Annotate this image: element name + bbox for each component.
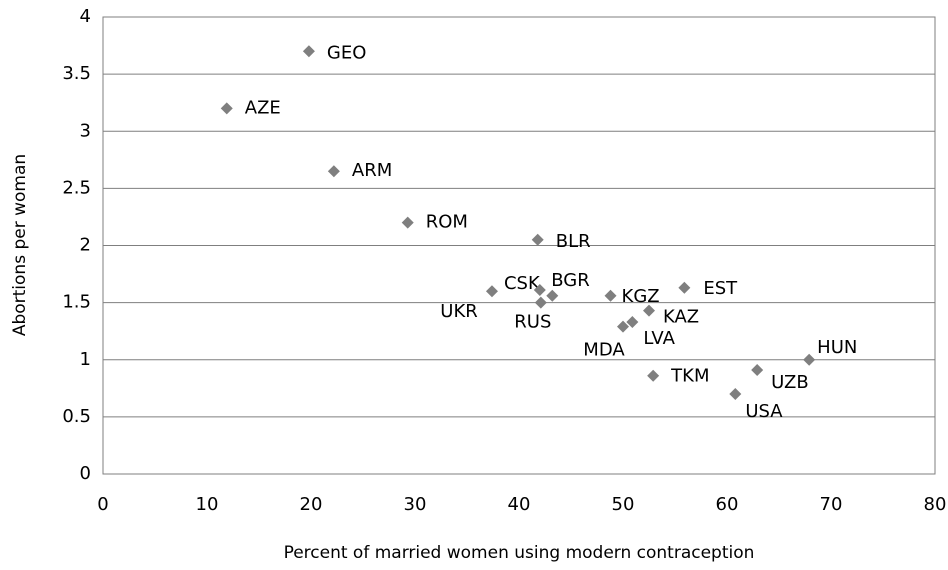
point-label: MDA [583, 340, 625, 361]
point-label: UKR [440, 301, 478, 322]
point-label: KAZ [663, 307, 699, 328]
point-label: ROM [426, 212, 468, 233]
y-tick-label: 1.5 [62, 292, 91, 313]
point-label: KGZ [622, 286, 660, 307]
y-tick-label: 2.5 [62, 177, 91, 198]
y-tick-label: 0.5 [62, 406, 91, 427]
x-axis-label: Percent of married women using modern co… [284, 543, 755, 563]
marker [647, 369, 660, 382]
marker [604, 289, 617, 302]
marker [220, 102, 233, 115]
marker [751, 364, 764, 377]
point-label: BGR [551, 270, 590, 291]
point-label: UZB [771, 372, 809, 393]
marker [302, 45, 315, 58]
point-label: RUS [514, 312, 551, 333]
point-label: GEO [327, 42, 367, 63]
marker [533, 284, 546, 297]
marker [617, 320, 629, 333]
x-tick-label: 60 [716, 494, 739, 515]
x-tick-label: 0 [97, 494, 108, 515]
marker [678, 281, 691, 294]
marker [626, 316, 639, 329]
x-tick-label: 40 [508, 494, 531, 515]
marker [534, 296, 547, 309]
marker [531, 233, 544, 246]
x-tick-label: 70 [820, 494, 843, 515]
point-label: BLR [556, 231, 591, 252]
x-tick-label: 30 [404, 494, 427, 515]
point-label: EST [703, 278, 738, 299]
y-tick-label: 2 [80, 235, 91, 256]
marker [643, 304, 655, 317]
y-axis-label: Abortions per woman [10, 154, 30, 336]
y-tick-label: 0 [80, 463, 91, 484]
point-label: TKM [670, 366, 709, 387]
y-tick-label: 3 [80, 120, 91, 141]
x-tick-label: 20 [300, 494, 323, 515]
y-tick-label: 3.5 [62, 63, 91, 84]
point-label: HUN [817, 337, 857, 358]
marker [327, 165, 340, 178]
y-tick-label: 1 [80, 349, 91, 370]
point-label: LVA [643, 328, 675, 349]
x-tick-label: 80 [924, 494, 947, 515]
point-label: AZE [245, 97, 281, 118]
point-label: USA [745, 401, 783, 422]
point-label: ARM [352, 160, 392, 181]
marker [803, 353, 816, 366]
marker [401, 216, 414, 229]
point-label: CSK [504, 273, 541, 294]
marker [485, 285, 498, 298]
x-tick-label: 10 [196, 494, 219, 515]
y-tick-label: 4 [80, 6, 91, 27]
marker [729, 388, 742, 401]
marker [546, 289, 559, 302]
x-tick-label: 50 [612, 494, 635, 515]
